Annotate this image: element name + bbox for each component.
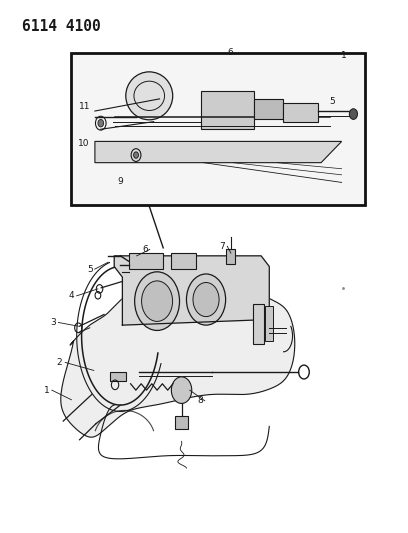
Text: 5: 5	[330, 97, 335, 106]
Bar	[175, 416, 188, 429]
Text: 5: 5	[87, 265, 93, 273]
Bar	[253, 99, 283, 119]
Polygon shape	[61, 276, 295, 437]
Bar	[226, 249, 235, 264]
Bar	[201, 91, 253, 130]
Text: 6: 6	[142, 245, 148, 254]
Bar	[253, 304, 264, 344]
Bar	[129, 253, 163, 269]
Text: 2: 2	[56, 358, 62, 367]
Text: 7: 7	[220, 242, 225, 251]
Bar	[265, 306, 273, 341]
Text: 1: 1	[44, 386, 50, 394]
Text: 10: 10	[78, 140, 89, 148]
Circle shape	[98, 119, 104, 127]
Text: 4: 4	[69, 292, 74, 300]
Text: 1: 1	[341, 52, 347, 60]
Circle shape	[135, 272, 180, 330]
Circle shape	[133, 152, 138, 158]
Text: 3: 3	[50, 318, 56, 327]
Ellipse shape	[126, 72, 173, 120]
Circle shape	[186, 274, 226, 325]
Bar	[283, 103, 318, 122]
Text: 11: 11	[79, 102, 91, 111]
Circle shape	[349, 109, 357, 119]
Polygon shape	[95, 141, 341, 163]
Bar	[71, 53, 365, 205]
Text: 6114 4100: 6114 4100	[22, 19, 101, 34]
Circle shape	[193, 282, 219, 317]
Text: 9: 9	[118, 177, 123, 185]
Text: 6: 6	[228, 48, 233, 56]
Polygon shape	[114, 256, 269, 325]
Circle shape	[171, 377, 192, 403]
Bar	[171, 253, 196, 269]
Text: 8: 8	[197, 397, 203, 405]
Circle shape	[142, 281, 173, 321]
Bar	[110, 372, 126, 381]
